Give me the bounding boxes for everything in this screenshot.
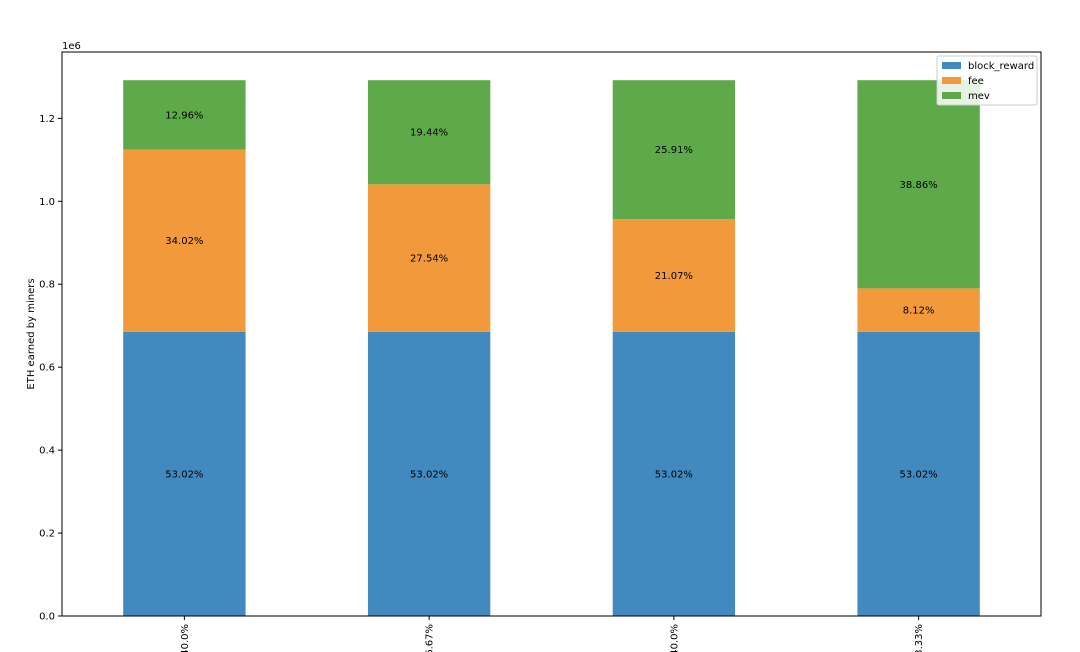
y-tick-label: 1.2 <box>39 114 55 125</box>
x-axis: 40.0% 26.67% 40.0% 13.33% <box>180 616 925 652</box>
bar-segment-mev-2 <box>367 80 491 185</box>
segment-label-mev-1: 12.96% <box>165 110 203 121</box>
bar-segment-mev-3 <box>612 80 736 220</box>
segment-labels-layer: 53.02% 34.02% 12.96% 53.02% 27.54% 19.44% 53.0… <box>165 110 937 480</box>
legend-box <box>936 55 1038 106</box>
x-tick-label: 13.33% <box>914 624 925 652</box>
legend-swatch-fee <box>942 77 961 84</box>
bar-segment-mev-1 <box>123 80 246 150</box>
x-tick-label: 40.0% <box>669 624 680 652</box>
bar-segment-fee-4 <box>857 288 980 332</box>
bar-segment-block_reward-3 <box>612 331 736 616</box>
bar-segment-block_reward-4 <box>857 331 980 616</box>
segment-label-block_reward-1: 53.02% <box>165 469 203 480</box>
bar-segment-fee-2 <box>367 184 491 332</box>
y-tick-label: 0.0 <box>39 612 55 623</box>
segment-label-block_reward-2: 53.02% <box>410 469 448 480</box>
segment-label-fee-1: 34.02% <box>165 236 203 247</box>
y-tick-label: 0.4 <box>39 446 55 457</box>
y-tick-label: 0.8 <box>39 280 55 291</box>
y-tick-label: 0.2 <box>39 529 55 540</box>
x-tick-label: 26.67% <box>425 624 436 652</box>
segment-label-fee-4: 8.12% <box>903 306 935 317</box>
y-axis: 0.0 0.2 0.4 0.6 0.8 1.0 1.2 <box>39 114 62 623</box>
segment-label-block_reward-3: 53.02% <box>655 469 693 480</box>
legend-swatch-block_reward <box>942 62 961 69</box>
x-tick-label: 40.0% <box>180 624 191 652</box>
segment-label-fee-3: 21.07% <box>655 271 693 282</box>
bar-segment-fee-3 <box>612 219 736 332</box>
bar-segment-block_reward-2 <box>367 331 491 616</box>
bars-layer <box>123 80 980 616</box>
segment-label-fee-2: 27.54% <box>410 254 448 265</box>
y-axis-offset-label: 1e6 <box>62 41 81 52</box>
legend-label-mev: mev <box>968 91 990 102</box>
segment-label-mev-4: 38.86% <box>900 180 938 191</box>
y-axis-title: ETH earned by miners <box>26 278 37 389</box>
segment-label-mev-2: 19.44% <box>410 128 448 139</box>
legend-label-block_reward: block_reward <box>968 61 1034 72</box>
legend-label-fee: fee <box>968 76 984 87</box>
legend-swatch-mev <box>942 92 961 99</box>
segment-label-block_reward-4: 53.02% <box>900 469 938 480</box>
plot-frame <box>61 51 1042 617</box>
bar-segment-block_reward-1 <box>123 331 246 616</box>
segment-label-mev-3: 25.91% <box>655 145 693 156</box>
y-tick-label: 1.0 <box>39 197 55 208</box>
y-tick-label: 0.6 <box>39 363 55 374</box>
bar-segment-fee-1 <box>123 149 246 332</box>
bar-segment-mev-4 <box>857 80 980 289</box>
